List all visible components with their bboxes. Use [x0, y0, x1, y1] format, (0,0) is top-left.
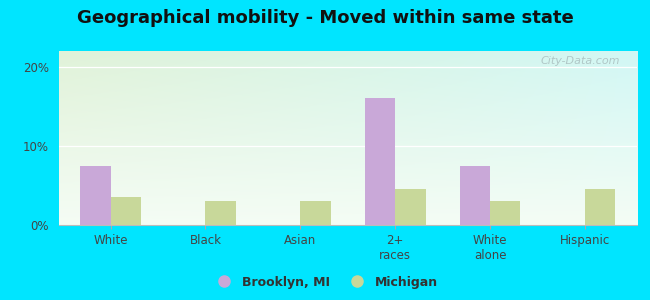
Bar: [81, 166, 110, 225]
Legend: Brooklyn, MI, Michigan: Brooklyn, MI, Michigan: [207, 271, 443, 294]
Bar: [111, 197, 141, 225]
Bar: [460, 166, 490, 225]
Bar: [205, 201, 236, 225]
Bar: [585, 189, 615, 225]
Bar: [490, 201, 521, 225]
Text: Geographical mobility - Moved within same state: Geographical mobility - Moved within sam…: [77, 9, 573, 27]
Bar: [300, 201, 331, 225]
Bar: [395, 189, 426, 225]
Bar: [365, 98, 395, 225]
Text: City-Data.com: City-Data.com: [540, 56, 619, 66]
